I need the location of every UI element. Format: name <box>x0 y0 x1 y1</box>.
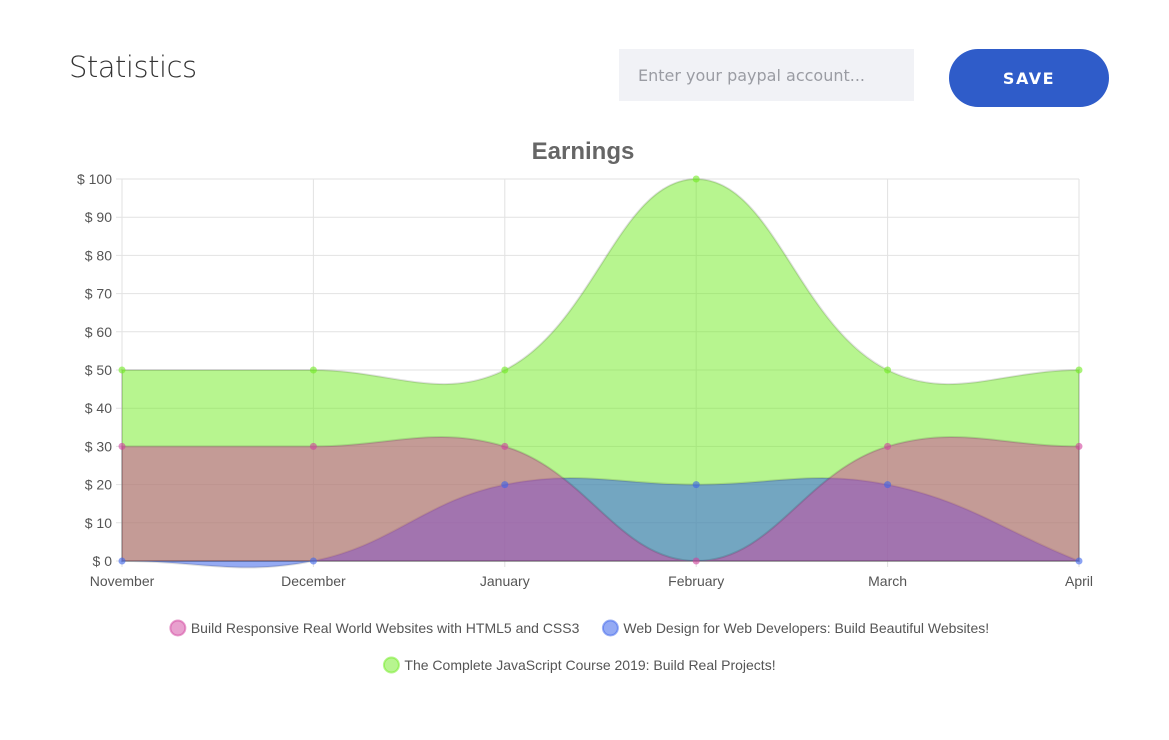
data-point[interactable] <box>692 557 700 565</box>
data-point[interactable] <box>1075 557 1083 565</box>
x-tick-label: December <box>281 573 346 589</box>
data-point[interactable] <box>501 366 509 374</box>
legend-label[interactable]: The Complete JavaScript Course 2019: Bui… <box>404 657 775 673</box>
legend-swatch <box>601 619 619 637</box>
data-point[interactable] <box>1075 366 1083 374</box>
y-tick-label: $ 50 <box>85 362 112 378</box>
y-tick-label: $ 40 <box>85 400 112 416</box>
data-point[interactable] <box>1075 442 1083 450</box>
data-point[interactable] <box>692 175 700 183</box>
save-button[interactable]: SAVE <box>949 49 1109 107</box>
paypal-account-input[interactable] <box>619 49 914 101</box>
legend-label[interactable]: Web Design for Web Developers: Build Bea… <box>623 620 989 636</box>
data-point[interactable] <box>501 481 509 489</box>
chart-title: Earnings <box>532 138 635 165</box>
page-title: Statistics <box>69 50 197 84</box>
data-point[interactable] <box>692 481 700 489</box>
data-point[interactable] <box>309 442 317 450</box>
legend-swatch <box>169 619 187 637</box>
y-tick-label: $ 0 <box>93 553 113 569</box>
data-point[interactable] <box>884 481 892 489</box>
y-tick-label: $ 30 <box>85 438 112 454</box>
data-point[interactable] <box>309 366 317 374</box>
y-tick-label: $ 10 <box>85 515 112 531</box>
x-tick-label: November <box>90 573 155 589</box>
y-tick-label: $ 90 <box>85 209 112 225</box>
data-point[interactable] <box>118 366 126 374</box>
legend-label[interactable]: Build Responsive Real World Websites wit… <box>191 620 580 636</box>
y-tick-label: $ 20 <box>85 477 112 493</box>
y-tick-label: $ 80 <box>85 247 112 263</box>
x-tick-label: April <box>1065 573 1093 589</box>
y-tick-label: $ 70 <box>85 286 112 302</box>
data-point[interactable] <box>118 442 126 450</box>
x-tick-label: February <box>668 573 724 589</box>
x-tick-label: March <box>868 573 907 589</box>
data-point[interactable] <box>309 557 317 565</box>
legend-swatch <box>382 656 400 674</box>
y-tick-label: $ 60 <box>85 324 112 340</box>
data-point[interactable] <box>884 442 892 450</box>
data-point[interactable] <box>501 442 509 450</box>
x-tick-label: January <box>480 573 530 589</box>
data-point[interactable] <box>884 366 892 374</box>
data-point[interactable] <box>118 557 126 565</box>
y-tick-label: $ 100 <box>77 171 112 187</box>
